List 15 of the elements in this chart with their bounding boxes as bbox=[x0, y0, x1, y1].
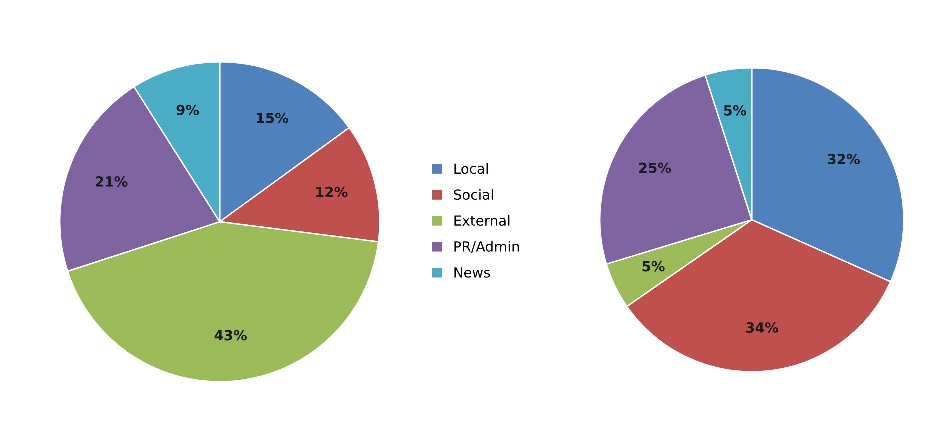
data-label: 32% bbox=[828, 154, 860, 164]
data-label: 12% bbox=[316, 186, 348, 198]
data-label: 5% bbox=[724, 105, 746, 116]
legend-label: Social bbox=[454, 189, 494, 200]
data-label: 5% bbox=[642, 261, 665, 272]
legend-label: Local bbox=[454, 163, 488, 174]
legend-label: PR/Admin bbox=[454, 241, 520, 254]
legend-label: External bbox=[454, 215, 510, 226]
data-label: 25% bbox=[640, 162, 672, 174]
legend-label: News bbox=[454, 268, 490, 278]
data-label: 21% bbox=[96, 176, 128, 188]
data-label: 15% bbox=[257, 112, 288, 124]
data-label: 43% bbox=[214, 330, 248, 341]
data-label: 34% bbox=[746, 322, 778, 333]
data-label: 9% bbox=[176, 104, 200, 116]
